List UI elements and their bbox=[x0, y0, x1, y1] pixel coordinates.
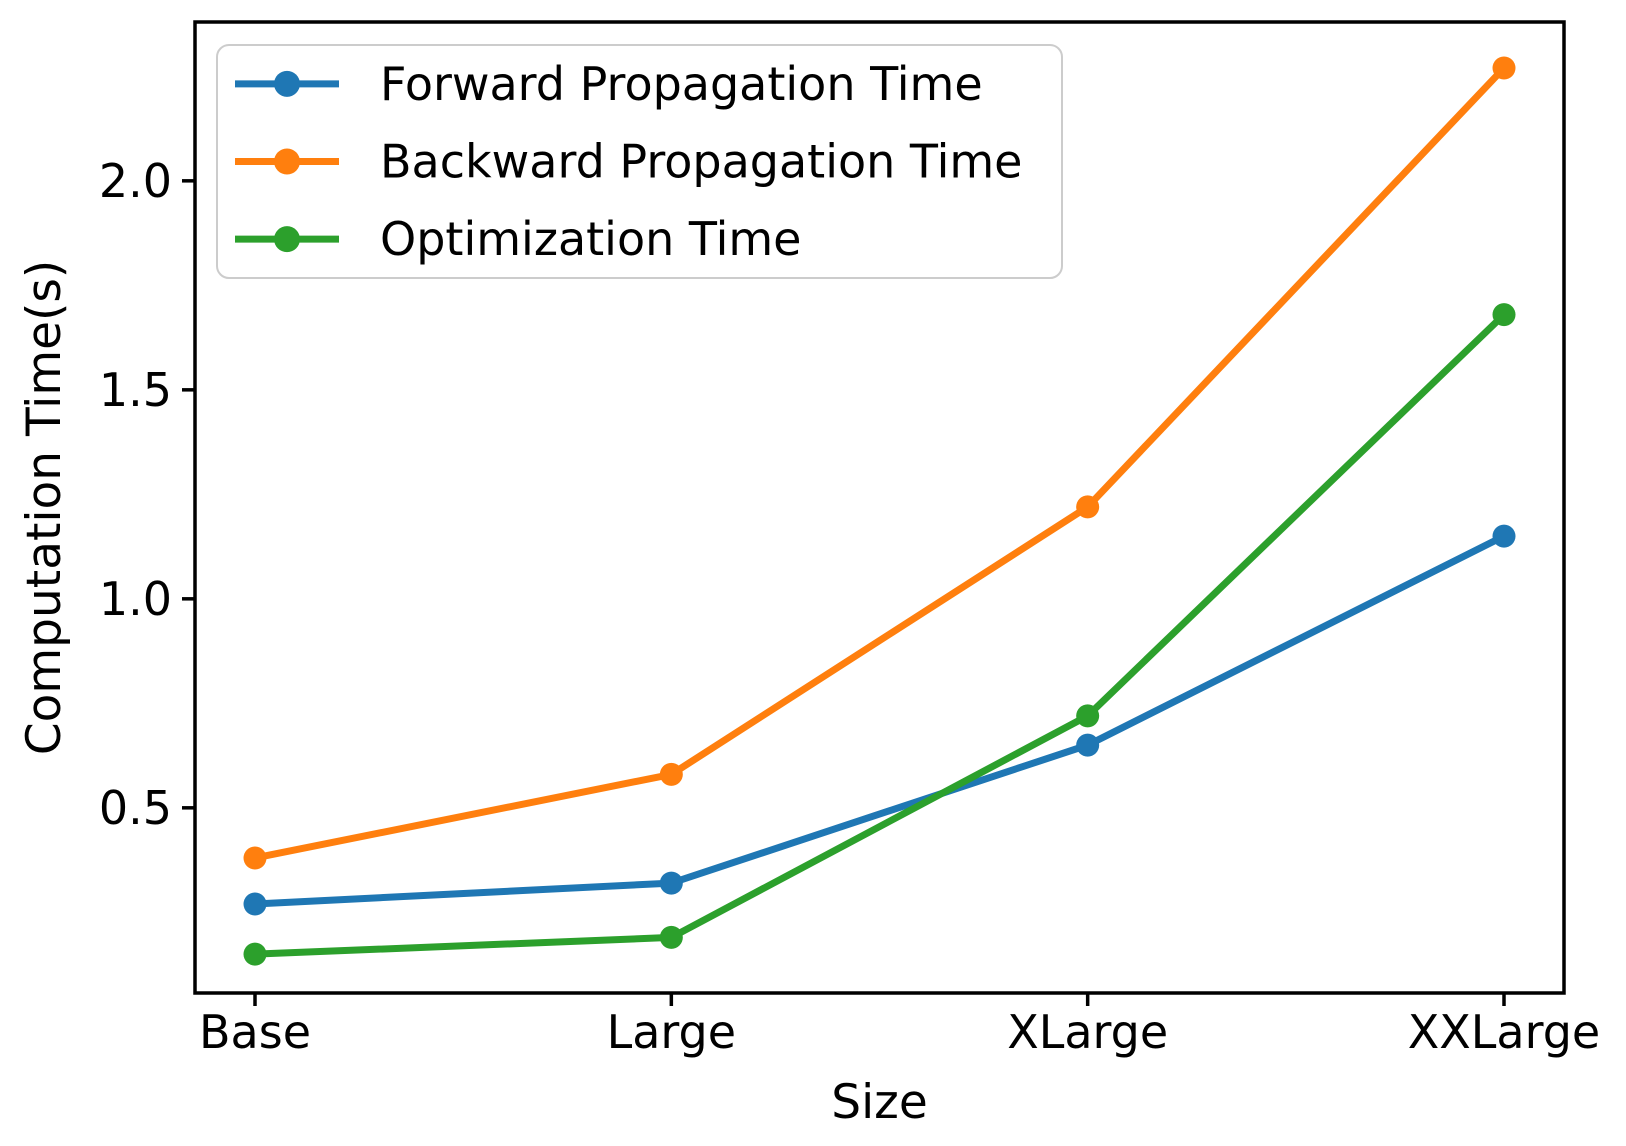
data-point bbox=[1076, 495, 1100, 519]
data-point bbox=[659, 871, 683, 895]
legend-label: Optimization Time bbox=[380, 212, 801, 266]
legend: Forward Propagation Time Backward Propaga… bbox=[216, 44, 1063, 279]
data-point bbox=[659, 762, 683, 786]
data-point bbox=[243, 942, 267, 966]
legend-entry: Forward Propagation Time bbox=[235, 57, 983, 111]
data-point bbox=[659, 925, 683, 949]
series-optimization-time bbox=[243, 303, 1516, 966]
y-axis: 0.5 1.0 1.5 2.0 bbox=[99, 154, 195, 835]
legend-label: Forward Propagation Time bbox=[380, 57, 983, 111]
legend-box bbox=[216, 44, 1063, 279]
series-backward-propagation-time bbox=[243, 56, 1516, 870]
y-tick-label: 2.0 bbox=[99, 154, 172, 208]
legend-label: Backward Propagation Time bbox=[380, 135, 1022, 189]
x-tick-label: XLarge bbox=[1007, 1005, 1168, 1059]
legend-entry: Backward Propagation Time bbox=[235, 135, 1022, 189]
legend-sample-marker bbox=[274, 226, 300, 253]
series-line bbox=[254, 65, 1507, 862]
legend-sample-marker bbox=[274, 148, 300, 175]
data-point bbox=[1076, 733, 1100, 757]
legend-entry: Optimization Time bbox=[235, 212, 801, 266]
x-tick-label: Base bbox=[199, 1005, 311, 1059]
x-tick-label: XXLarge bbox=[1408, 1005, 1600, 1059]
series-forward-propagation-time bbox=[243, 524, 1516, 916]
data-point bbox=[1492, 524, 1516, 548]
data-point bbox=[243, 846, 267, 870]
data-point bbox=[1492, 56, 1516, 80]
data-point bbox=[243, 892, 267, 916]
x-tick-label: Large bbox=[607, 1005, 736, 1059]
data-point bbox=[1492, 303, 1516, 327]
data-point bbox=[1076, 704, 1100, 728]
y-axis-label: Computation Time(s) bbox=[17, 260, 72, 755]
y-tick-label: 1.5 bbox=[99, 363, 172, 417]
series-line bbox=[254, 533, 1506, 908]
series-line bbox=[254, 312, 1507, 958]
x-axis-label: Size bbox=[831, 1075, 927, 1130]
x-axis: Base Large XLarge XXLarge bbox=[199, 993, 1600, 1059]
legend-sample-marker bbox=[274, 70, 300, 97]
y-tick-label: 1.0 bbox=[99, 572, 172, 626]
axes-spines bbox=[193, 20, 1566, 995]
y-tick-label: 0.5 bbox=[99, 781, 172, 835]
